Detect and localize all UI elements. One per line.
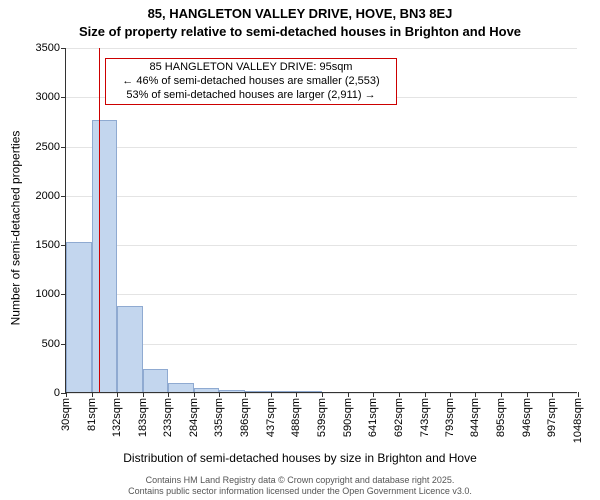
x-tick-mark [194,392,195,397]
x-tick-mark [475,392,476,397]
x-tick-label: 233sqm [162,398,174,437]
histogram-bar [117,306,143,392]
histogram-bar [271,391,297,392]
y-tick-label: 3000 [36,91,60,103]
y-axis-label: Number of semi-detached properties [8,55,22,400]
y-tick-label: 2500 [36,141,60,153]
x-tick-mark [296,392,297,397]
x-tick-mark [219,392,220,397]
footer-licence: Contains public sector information licen… [0,486,600,497]
x-tick-label: 284sqm [188,398,200,437]
gridline [66,294,577,295]
x-tick-mark [501,392,502,397]
histogram-bar [296,391,322,392]
x-tick-mark [578,392,579,397]
histogram-bar [245,391,271,392]
x-tick-mark [117,392,118,397]
x-tick-mark [322,392,323,397]
x-tick-label: 895sqm [495,398,507,437]
histogram-bar [66,242,92,392]
chart-title-address: 85, HANGLETON VALLEY DRIVE, HOVE, BN3 8E… [0,6,600,21]
x-tick-mark [425,392,426,397]
x-tick-label: 590sqm [342,398,354,437]
x-tick-label: 793sqm [444,398,456,437]
gridline [66,48,577,49]
y-tick-mark [61,97,66,98]
info-box-smaller-pct: ← 46% of semi-detached houses are smalle… [112,75,390,89]
y-tick-label: 1500 [36,239,60,251]
x-tick-label: 692sqm [393,398,405,437]
y-tick-label: 2000 [36,190,60,202]
histogram-bar [143,369,168,392]
histogram-chart: 85, HANGLETON VALLEY DRIVE, HOVE, BN3 8E… [0,0,600,500]
x-tick-label: 488sqm [290,398,302,437]
x-tick-mark [348,392,349,397]
chart-title-description: Size of property relative to semi-detach… [0,24,600,39]
y-tick-label: 3500 [36,42,60,54]
x-tick-mark [271,392,272,397]
histogram-bar [92,120,118,392]
y-tick-label: 500 [42,338,60,350]
x-tick-label: 81sqm [86,398,98,431]
x-tick-label: 743sqm [419,398,431,437]
info-box-property-size: 85 HANGLETON VALLEY DRIVE: 95sqm [112,61,390,75]
x-tick-label: 946sqm [521,398,533,437]
x-tick-label: 30sqm [60,398,72,431]
x-tick-mark [66,392,67,397]
x-tick-label: 335sqm [213,398,225,437]
x-tick-label: 997sqm [546,398,558,437]
gridline [66,196,577,197]
footer-copyright: Contains HM Land Registry data © Crown c… [0,475,600,486]
x-tick-label: 539sqm [316,398,328,437]
x-tick-mark [552,392,553,397]
y-tick-label: 1000 [36,288,60,300]
x-tick-mark [399,392,400,397]
y-tick-mark [61,147,66,148]
histogram-bar [168,383,194,392]
x-tick-label: 386sqm [239,398,251,437]
chart-footer: Contains HM Land Registry data © Crown c… [0,475,600,497]
histogram-bar [194,388,220,392]
x-tick-mark [527,392,528,397]
x-tick-mark [245,392,246,397]
x-tick-mark [143,392,144,397]
property-info-box: 85 HANGLETON VALLEY DRIVE: 95sqm ← 46% o… [105,58,397,105]
gridline [66,147,577,148]
x-tick-label: 844sqm [469,398,481,437]
x-tick-label: 183sqm [137,398,149,437]
y-tick-mark [61,48,66,49]
x-axis-label: Distribution of semi-detached houses by … [0,451,600,465]
property-marker-line [99,48,100,392]
gridline [66,245,577,246]
x-tick-mark [450,392,451,397]
y-tick-mark [61,196,66,197]
x-tick-mark [92,392,93,397]
x-tick-mark [168,392,169,397]
x-tick-mark [373,392,374,397]
x-tick-label: 132sqm [111,398,123,437]
x-tick-label: 437sqm [265,398,277,437]
histogram-bar [219,390,245,392]
x-tick-label: 1048sqm [572,398,584,443]
x-tick-label: 641sqm [367,398,379,437]
info-box-larger-pct: 53% of semi-detached houses are larger (… [112,89,390,103]
